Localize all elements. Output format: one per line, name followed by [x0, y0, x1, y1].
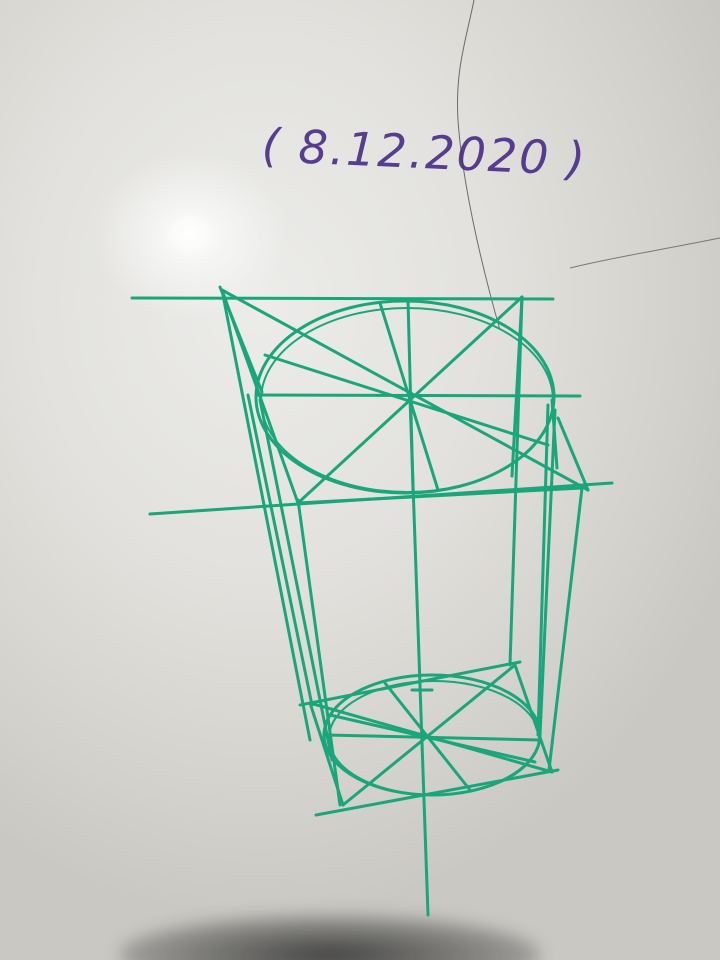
bottom-box-edge: [298, 660, 522, 707]
top-box-edge: [296, 486, 584, 505]
bottom-box-edge: [308, 701, 345, 807]
bottom-box-edge: [314, 768, 560, 817]
right-side-line: [547, 486, 584, 772]
central-vertical-axis: [408, 396, 430, 917]
bottom-diagonal: [341, 663, 517, 807]
top-horizontal-line: [130, 296, 555, 301]
top-diagonal: [220, 288, 590, 492]
right-side-line: [536, 403, 550, 737]
top-box-edge: [556, 416, 590, 492]
top-radial-line: [378, 301, 440, 492]
bottom-radial-line: [328, 713, 537, 764]
right-side-line: [508, 295, 524, 667]
light-glare: [168, 215, 212, 253]
bottom-ellipse: [328, 680, 540, 796]
board-crack-line: [457, 0, 501, 331]
right-side-line: [538, 408, 557, 737]
top-box-edge: [220, 288, 300, 505]
board-crack-line: [569, 237, 720, 269]
top-radial-line: [263, 353, 550, 447]
top-ellipse: [254, 299, 556, 495]
left-side-line: [220, 288, 312, 742]
green-marker-strokes: [130, 285, 614, 917]
top-ellipse-axis: [256, 393, 582, 398]
left-side-line: [246, 393, 314, 707]
